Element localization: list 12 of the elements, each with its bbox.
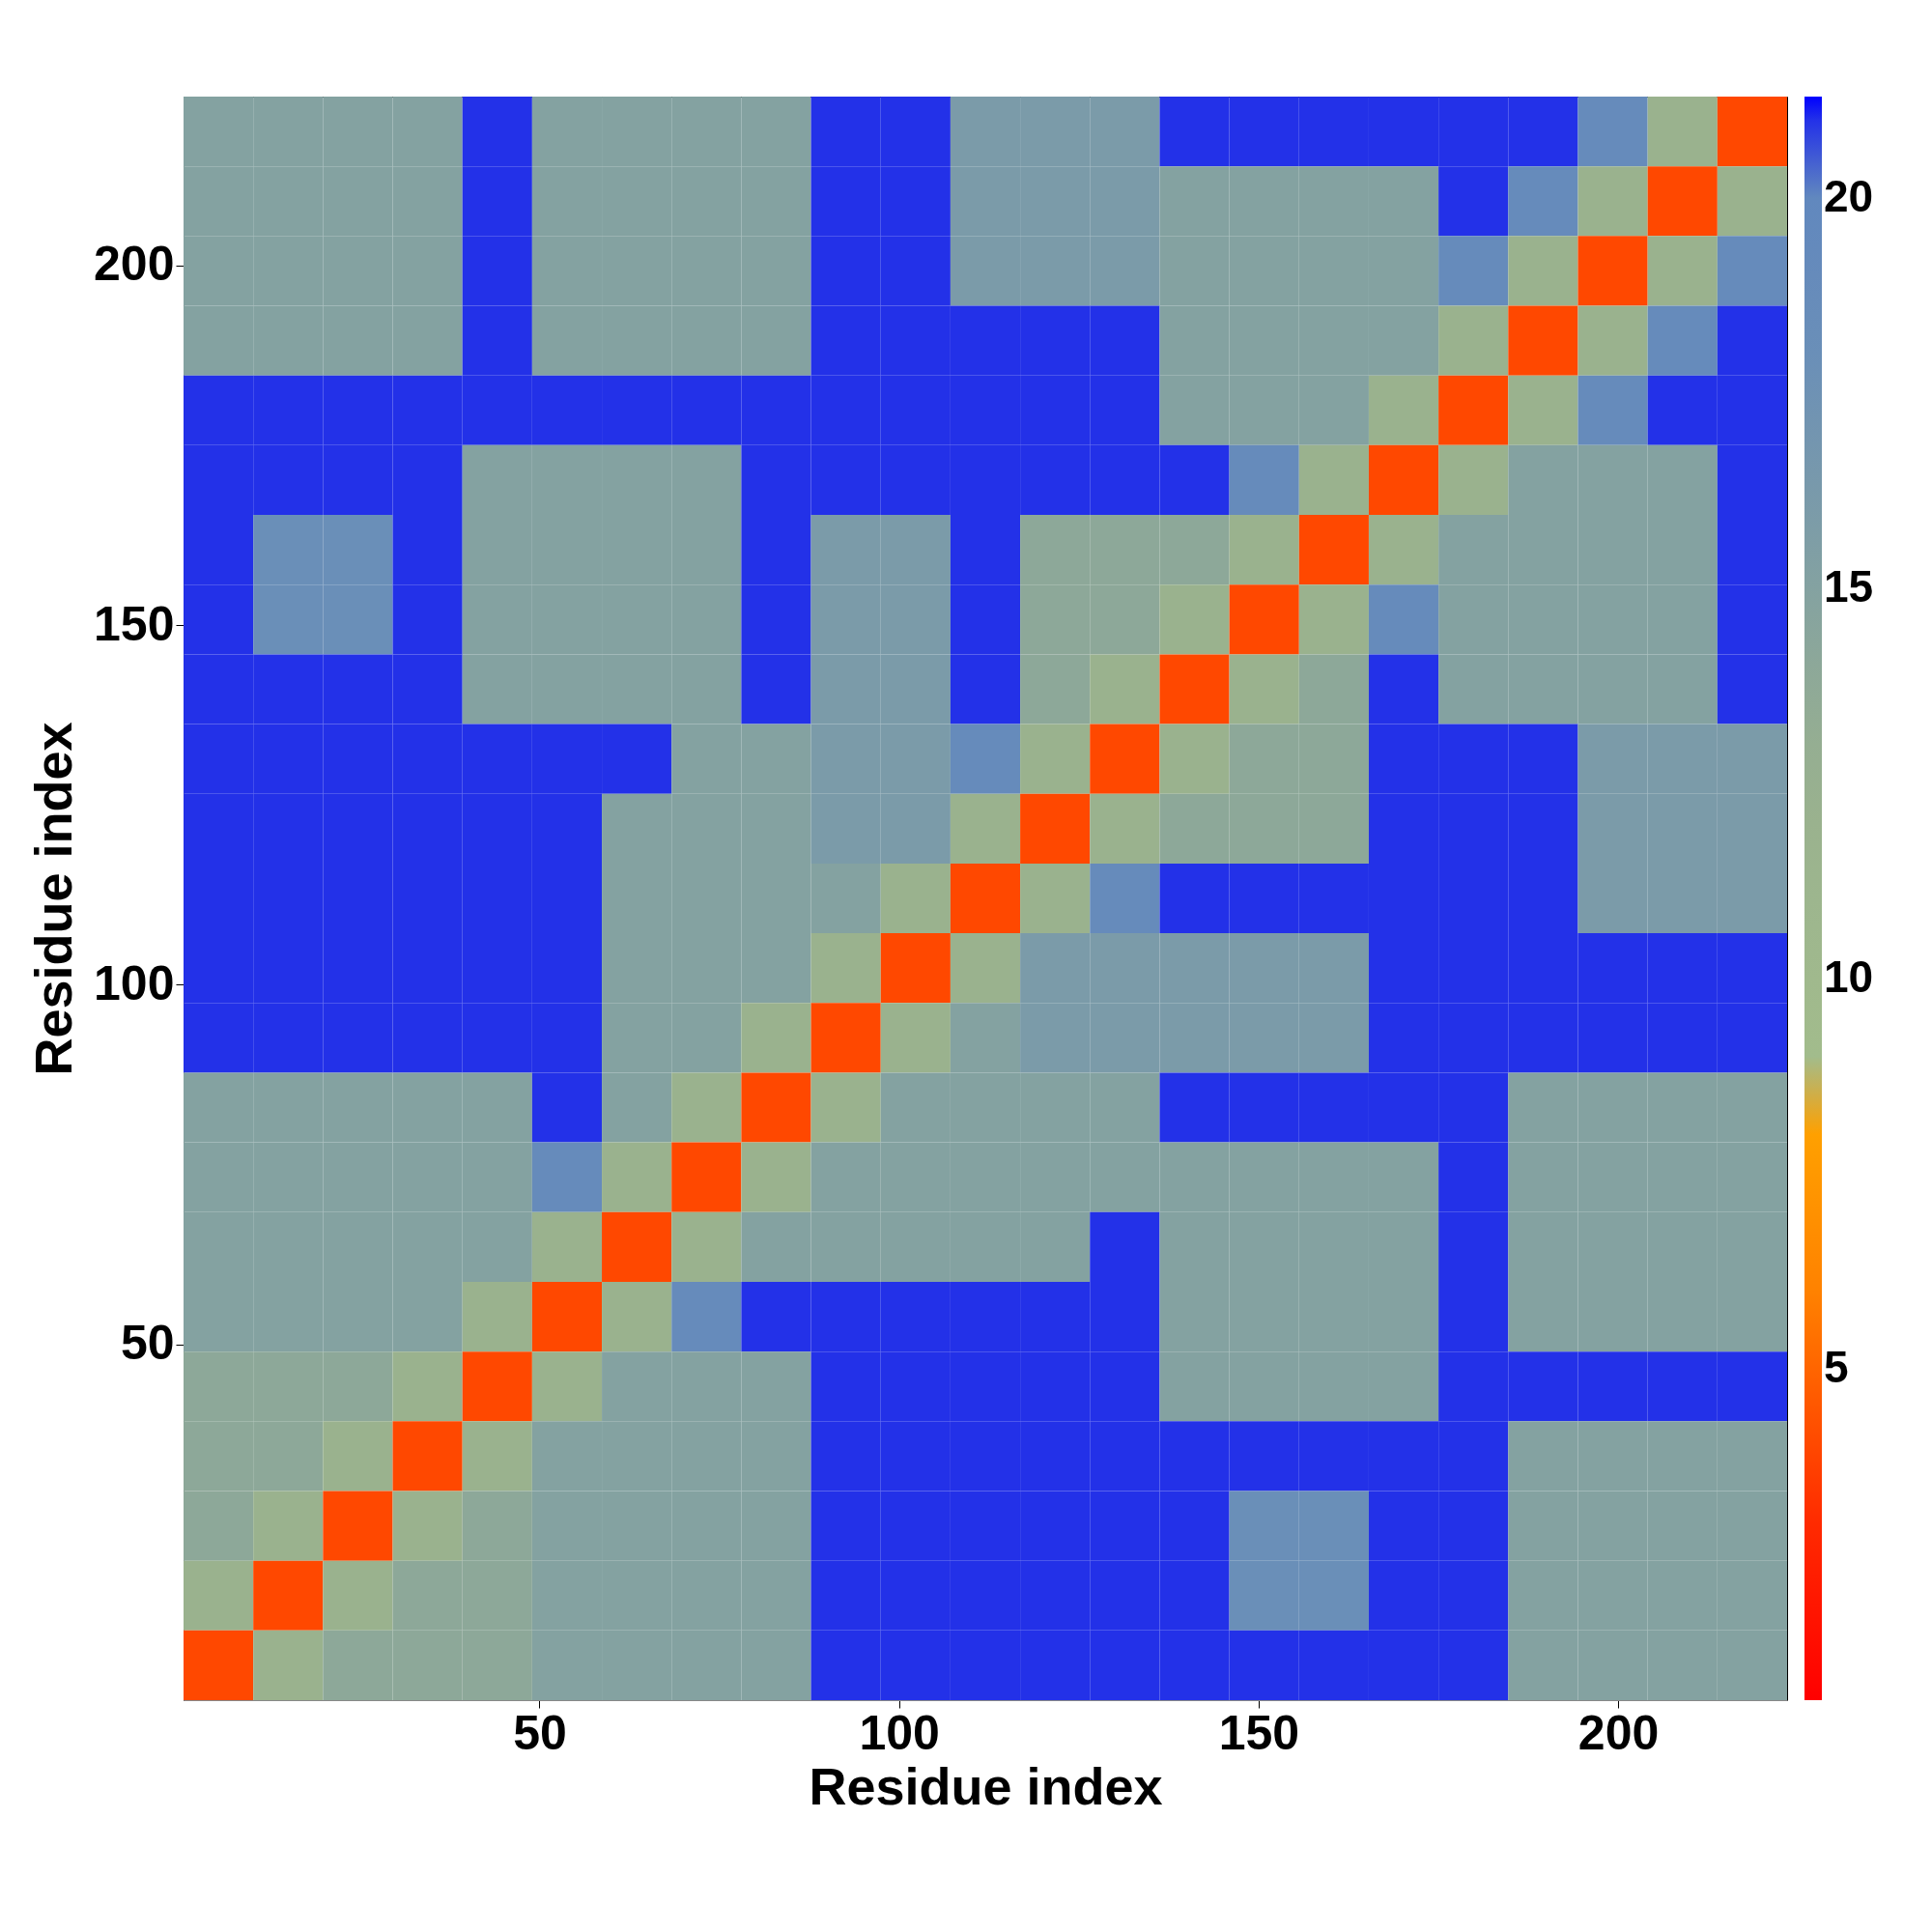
x-tick-label: 200 <box>1577 1705 1660 1760</box>
y-axis-title: Residue index <box>24 722 83 1076</box>
color-bar-label: 15 <box>1824 560 1874 611</box>
y-tick-label: 150 <box>94 596 175 651</box>
color-bar-label: 5 <box>1824 1341 1849 1392</box>
x-tick-label: 50 <box>513 1705 567 1760</box>
y-tick-label: 100 <box>94 955 175 1010</box>
y-tick-label: 200 <box>94 237 175 292</box>
color-bar-label: 20 <box>1824 171 1874 222</box>
x-tick-label: 150 <box>1218 1705 1300 1760</box>
y-tick-label: 50 <box>120 1316 175 1371</box>
color-bar-label: 10 <box>1824 951 1874 1002</box>
